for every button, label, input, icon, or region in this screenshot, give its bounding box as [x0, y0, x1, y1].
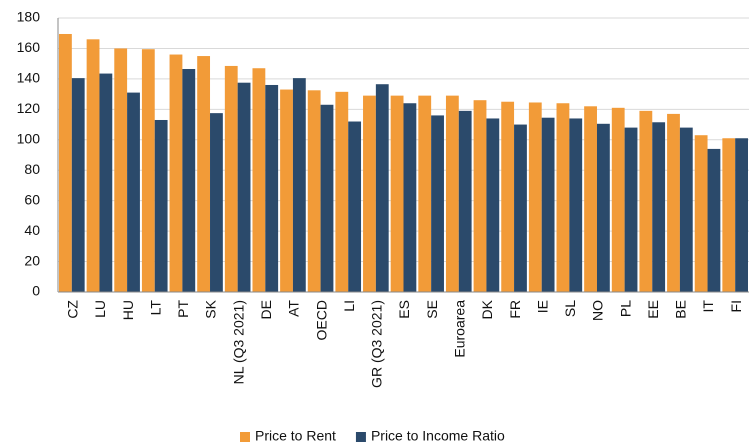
bar — [141, 49, 155, 293]
bar — [431, 115, 444, 292]
legend-swatch — [355, 432, 366, 442]
bar — [99, 73, 113, 292]
y-tick-label: 120 — [17, 100, 41, 116]
bar — [403, 103, 417, 292]
bar — [182, 68, 196, 292]
x-tick-label: PT — [175, 300, 191, 318]
y-tick-label: 160 — [17, 39, 41, 55]
bar — [154, 119, 168, 292]
x-tick-label: FR — [507, 300, 523, 319]
bar — [722, 138, 736, 292]
bar — [418, 95, 432, 292]
y-tick-label: 100 — [17, 130, 41, 146]
bar — [667, 113, 680, 293]
bar — [320, 104, 334, 293]
bar — [292, 78, 306, 292]
bar — [458, 110, 472, 292]
x-tick-label: DK — [479, 299, 495, 319]
bar — [707, 148, 721, 292]
y-tick-label: 40 — [24, 222, 40, 238]
bar — [71, 78, 85, 292]
x-tick-label: EE — [645, 300, 661, 319]
bar — [652, 122, 666, 293]
bar — [348, 121, 362, 292]
bar — [501, 101, 515, 292]
bar — [363, 95, 376, 292]
x-tick-label: ES — [396, 300, 412, 319]
bar — [528, 102, 542, 292]
legend-label: Price to Rent — [255, 428, 336, 444]
bar — [127, 92, 140, 292]
bar — [445, 95, 459, 292]
x-tick-label: NL (Q3 2021) — [230, 300, 246, 384]
y-tick-label: 80 — [24, 161, 40, 177]
x-tick-label: LU — [92, 300, 108, 318]
x-tick-label: CZ — [65, 300, 81, 319]
bar — [390, 95, 404, 292]
bar — [694, 135, 708, 292]
bar — [237, 82, 251, 292]
bar — [335, 91, 349, 292]
bar — [197, 56, 211, 292]
bar — [114, 48, 128, 292]
x-tick-label: HU — [120, 300, 136, 320]
bar — [735, 138, 748, 292]
x-tick-label: IT — [700, 300, 716, 313]
bar — [210, 113, 223, 292]
bar — [514, 124, 527, 292]
bar — [59, 33, 72, 292]
x-tick-label: SK — [203, 299, 219, 318]
x-tick-label: OECD — [313, 300, 329, 340]
bar — [224, 65, 238, 292]
x-tick-label: SE — [424, 300, 440, 319]
legend-label: Price to Income Ratio — [371, 428, 505, 444]
x-tick-label: PL — [617, 300, 633, 317]
bar — [473, 100, 487, 292]
bar — [624, 127, 638, 292]
legend: Price to Rent Price to Income Ratio — [240, 428, 505, 444]
x-tick-label: AT — [286, 300, 302, 317]
bar — [596, 123, 610, 293]
x-tick-label: SL — [562, 300, 578, 317]
x-tick-label: BE — [673, 300, 689, 319]
x-tick-label: LT — [147, 300, 163, 316]
bar — [611, 107, 625, 292]
x-tick-label: LI — [341, 300, 357, 312]
bar — [86, 39, 100, 292]
y-tick-label: 140 — [17, 70, 41, 86]
bar — [584, 106, 597, 293]
bar — [541, 117, 555, 292]
bar — [252, 68, 266, 292]
bar — [486, 118, 500, 292]
bar — [556, 103, 570, 292]
x-tick-label: IE — [534, 300, 550, 313]
y-tick-label: 0 — [32, 283, 40, 299]
x-tick-label: Euroarea — [451, 300, 467, 358]
bar — [639, 110, 653, 292]
bar — [265, 84, 279, 292]
bar — [280, 89, 293, 293]
x-tick-label: DE — [258, 300, 274, 319]
bar — [169, 54, 183, 293]
bar — [679, 127, 693, 292]
legend-swatch — [240, 432, 250, 442]
x-tick-label: FI — [728, 300, 744, 312]
x-tick-label: GR (Q3 2021) — [369, 300, 385, 388]
bar — [569, 118, 583, 292]
y-tick-label: 60 — [24, 191, 40, 207]
x-tick-label: NO — [590, 300, 606, 321]
bar — [307, 90, 321, 292]
bar — [375, 84, 389, 292]
y-tick-label: 20 — [24, 252, 40, 268]
y-tick-label: 180 — [17, 9, 41, 25]
